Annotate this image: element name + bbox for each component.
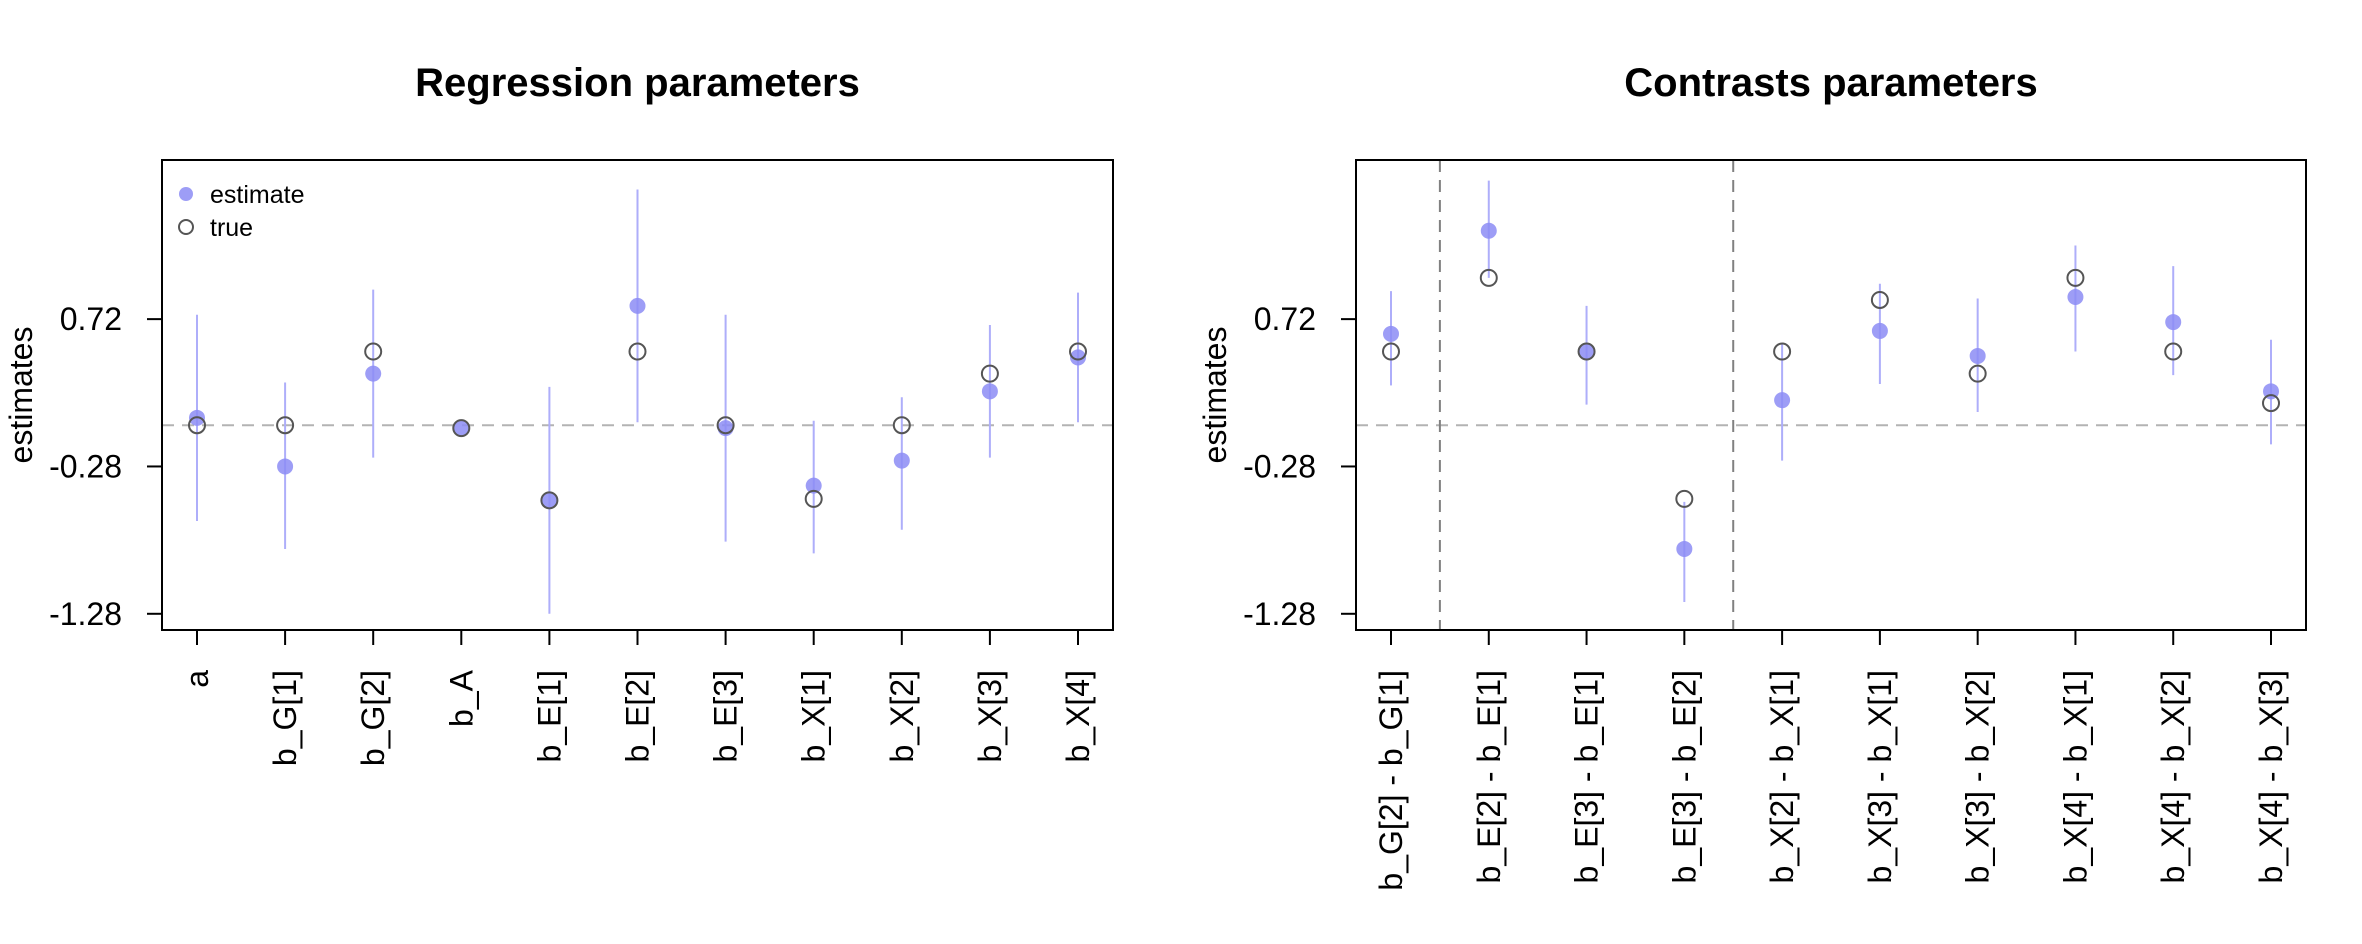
true-point bbox=[980, 364, 999, 383]
estimate-point bbox=[2067, 289, 2084, 306]
x-tick-label: b_G[2] - b_G[1] bbox=[1373, 670, 1409, 891]
true-point bbox=[1675, 489, 1694, 508]
x-tick-label: b_G[1] bbox=[267, 670, 303, 766]
estimate-point bbox=[365, 365, 382, 382]
estimate-point bbox=[541, 492, 558, 509]
plot-frame bbox=[1355, 159, 2307, 631]
true-point bbox=[540, 491, 559, 510]
true-point bbox=[1069, 342, 1087, 361]
chart-panel-2: Contrasts parameters estimates 0.72 -0.28 -1… bbox=[1197, 61, 2307, 891]
true-point bbox=[1870, 290, 1889, 309]
x-tick-label: b_G[2] bbox=[355, 670, 391, 766]
x-tick-label: b_X[4] - b_X[2] bbox=[2155, 670, 2191, 883]
chart-panel-1: Regression parameters estimates 0.72 -0.28 -… bbox=[3, 61, 1114, 766]
true-point bbox=[1968, 364, 1987, 383]
estimate-point bbox=[1774, 392, 1791, 409]
estimate-point bbox=[1480, 222, 1497, 239]
true-point bbox=[1479, 268, 1498, 287]
true-point bbox=[452, 419, 471, 438]
true-point bbox=[364, 342, 383, 361]
legend-marker-true bbox=[178, 219, 194, 235]
true-point bbox=[716, 416, 735, 435]
legend-label: estimate bbox=[210, 181, 304, 209]
estimate-point bbox=[277, 458, 294, 475]
estimate-point bbox=[453, 420, 470, 437]
estimate-point bbox=[1871, 322, 1888, 339]
x-tick-label: b_X[2] bbox=[884, 670, 920, 763]
legend-label: true bbox=[210, 214, 253, 242]
y-tick-label: -1.28 bbox=[1243, 596, 1316, 632]
plot-frame bbox=[161, 159, 1114, 631]
estimate-point bbox=[805, 477, 822, 494]
true-point bbox=[276, 416, 295, 435]
x-tick-label: b_A bbox=[443, 669, 479, 727]
true-point bbox=[2262, 394, 2280, 413]
estimate-point bbox=[1578, 343, 1595, 360]
x-tick-label: b_E[1] bbox=[531, 670, 567, 763]
x-tick-label: a bbox=[179, 670, 215, 688]
true-point bbox=[1382, 342, 1400, 361]
x-tick-label: b_E[2] bbox=[620, 670, 656, 763]
y-tick-label: 0.72 bbox=[60, 301, 122, 337]
estimate-point bbox=[1676, 540, 1693, 557]
x-tick-label: b_X[4] bbox=[1060, 670, 1096, 763]
x-tick-label: b_E[3] bbox=[708, 670, 744, 763]
true-point bbox=[1773, 342, 1792, 361]
x-tick-label: b_E[3] - b_E[2] bbox=[1666, 670, 1702, 883]
estimate-point bbox=[1383, 325, 1399, 342]
y-tick-label: 0.72 bbox=[1254, 301, 1316, 337]
estimate-point bbox=[1969, 347, 1986, 364]
estimate-point bbox=[629, 297, 646, 314]
x-tick-label: b_X[2] - b_X[1] bbox=[1764, 670, 1800, 883]
legend: estimate true bbox=[178, 181, 304, 242]
true-point bbox=[2164, 342, 2183, 361]
chart-title: Contrasts parameters bbox=[1624, 61, 2038, 105]
x-tick-label: b_X[1] bbox=[796, 670, 832, 763]
x-tick-label: b_X[4] - b_X[3] bbox=[2253, 670, 2289, 883]
true-point bbox=[1577, 342, 1596, 361]
x-tick-label: b_X[3] - b_X[1] bbox=[1862, 670, 1898, 883]
true-point bbox=[188, 416, 206, 435]
legend-marker-estimate bbox=[179, 187, 193, 201]
x-tick-label: b_X[3] - b_X[2] bbox=[1960, 670, 1996, 883]
estimate-point bbox=[893, 452, 910, 469]
y-tick-label: -0.28 bbox=[49, 448, 122, 484]
true-point bbox=[804, 489, 823, 508]
true-point bbox=[892, 416, 911, 435]
estimate-point bbox=[1070, 349, 1086, 366]
estimate-point bbox=[2165, 314, 2182, 331]
true-point bbox=[628, 342, 647, 361]
x-tick-label: b_E[3] - b_E[1] bbox=[1569, 670, 1605, 883]
true-point bbox=[2066, 268, 2085, 287]
x-tick-label: b_X[3] bbox=[972, 670, 1008, 763]
y-tick-label: -1.28 bbox=[49, 596, 122, 632]
x-tick-label: b_X[4] - b_X[1] bbox=[2057, 670, 2093, 883]
chart-title: Regression parameters bbox=[415, 61, 860, 105]
y-tick-label: -0.28 bbox=[1243, 448, 1316, 484]
y-axis-label: estimates bbox=[1197, 327, 1233, 464]
x-tick-label: b_E[2] - b_E[1] bbox=[1471, 670, 1507, 883]
y-axis-label: estimates bbox=[3, 327, 39, 464]
estimate-point bbox=[981, 383, 998, 400]
